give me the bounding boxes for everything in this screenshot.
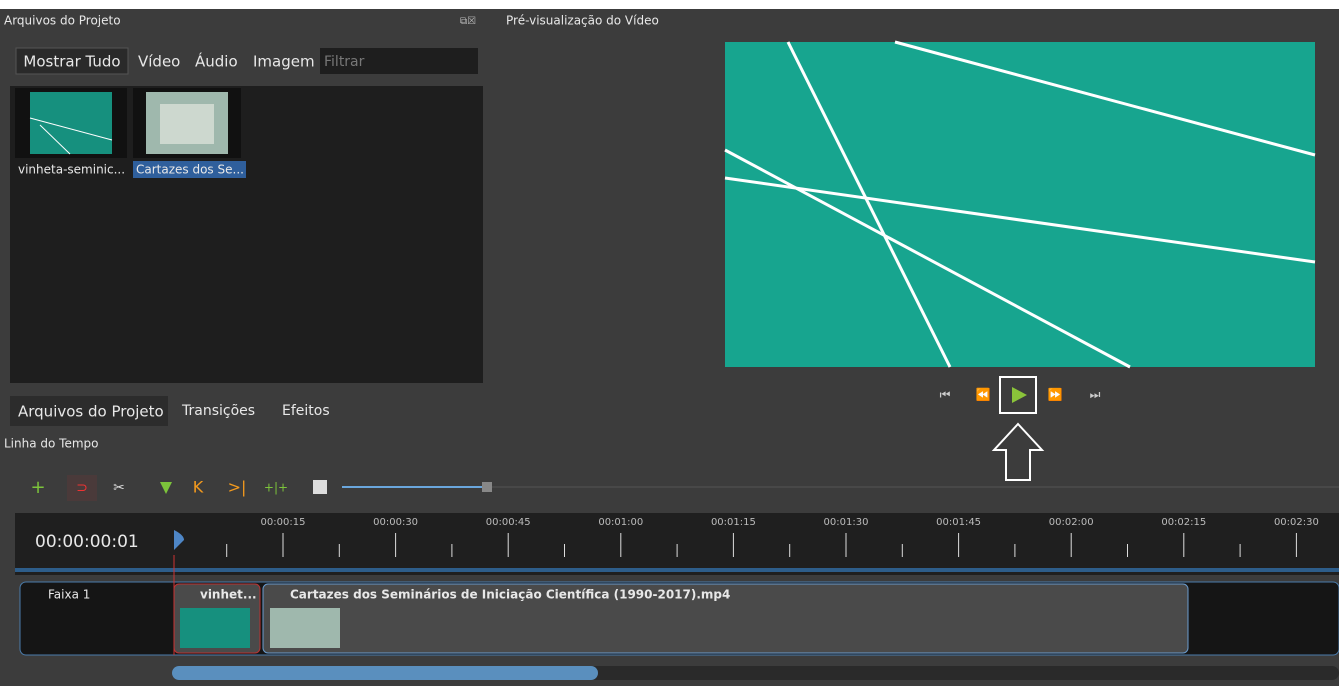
clip-label[interactable]: vinhet... <box>200 588 257 602</box>
scrollbar-thumb[interactable] <box>172 666 598 680</box>
svg-text:>|: >| <box>228 478 247 497</box>
filter-button[interactable] <box>15 47 129 75</box>
thumbnail[interactable] <box>133 88 241 158</box>
ruler-label: 00:02:15 <box>1161 517 1206 528</box>
clip-label[interactable]: Cartazes dos Seminários de Iniciação Cie… <box>290 588 730 602</box>
timecode: 00:00:00:01 <box>35 532 139 552</box>
filter-button[interactable]: Imagem <box>253 53 315 71</box>
active-tab[interactable] <box>10 396 168 426</box>
ruler-label: 00:02:30 <box>1274 517 1319 528</box>
playback-controls[interactable]: ⏮ ⏪ ⏩ ⏭ <box>940 376 1101 414</box>
video-frame <box>724 40 1316 369</box>
ruler-label: 00:01:00 <box>598 517 643 528</box>
panel-title: Linha do Tempo <box>4 437 99 451</box>
svg-text:+|+: +|+ <box>264 481 288 495</box>
clip-thumb <box>180 608 250 648</box>
svg-text:K: K <box>193 478 204 497</box>
ruler-label: 00:01:45 <box>936 517 981 528</box>
clip-thumb <box>270 608 340 648</box>
ruler-label: 00:02:00 <box>1049 517 1094 528</box>
tab[interactable]: Arquivos do Projeto <box>18 403 164 421</box>
tab[interactable]: Efeitos <box>282 403 330 419</box>
filter-placeholder[interactable]: Filtrar <box>324 54 365 70</box>
ruler-label: 00:00:15 <box>261 517 306 528</box>
ruler-label: 00:01:30 <box>824 517 869 528</box>
svg-text:+: + <box>30 477 45 498</box>
toolbar[interactable]: + ⊃ ✂ K >| +|+ <box>30 475 1339 501</box>
thumbnail[interactable] <box>15 88 127 158</box>
ruler-label: 00:00:45 <box>486 517 531 528</box>
panel-title: Pré-visualização do Vídeo <box>506 14 659 28</box>
svg-text:⏪: ⏪ <box>976 388 991 402</box>
playhead[interactable] <box>174 530 184 550</box>
file-label[interactable]: vinheta-seminic... <box>18 163 125 177</box>
filter-input[interactable] <box>320 48 478 74</box>
svg-text:⊃: ⊃ <box>76 480 88 496</box>
track-name: Faixa 1 <box>48 588 90 602</box>
svg-text:✂: ✂ <box>113 480 125 496</box>
panel-buttons[interactable]: ⧉☒ <box>460 16 476 27</box>
selection <box>133 161 246 178</box>
ruler-label: 00:01:15 <box>711 517 756 528</box>
ruler-label: 00:00:30 <box>373 517 418 528</box>
tab[interactable]: Transições <box>181 403 255 419</box>
filter-button[interactable]: Mostrar Tudo <box>23 53 120 71</box>
filter-button[interactable]: Vídeo <box>138 53 180 71</box>
svg-text:⏩: ⏩ <box>1048 388 1063 402</box>
arrow <box>991 422 1045 481</box>
filter-button[interactable]: Áudio <box>195 52 238 71</box>
svg-text:⏮: ⏮ <box>940 388 951 402</box>
clip[interactable] <box>262 583 1189 654</box>
svg-text:⏭: ⏭ <box>1090 388 1101 402</box>
ruler-edge <box>15 568 1339 572</box>
panel-title: Arquivos do Projeto <box>4 14 121 28</box>
file-label[interactable]: Cartazes dos Se... <box>136 163 244 177</box>
